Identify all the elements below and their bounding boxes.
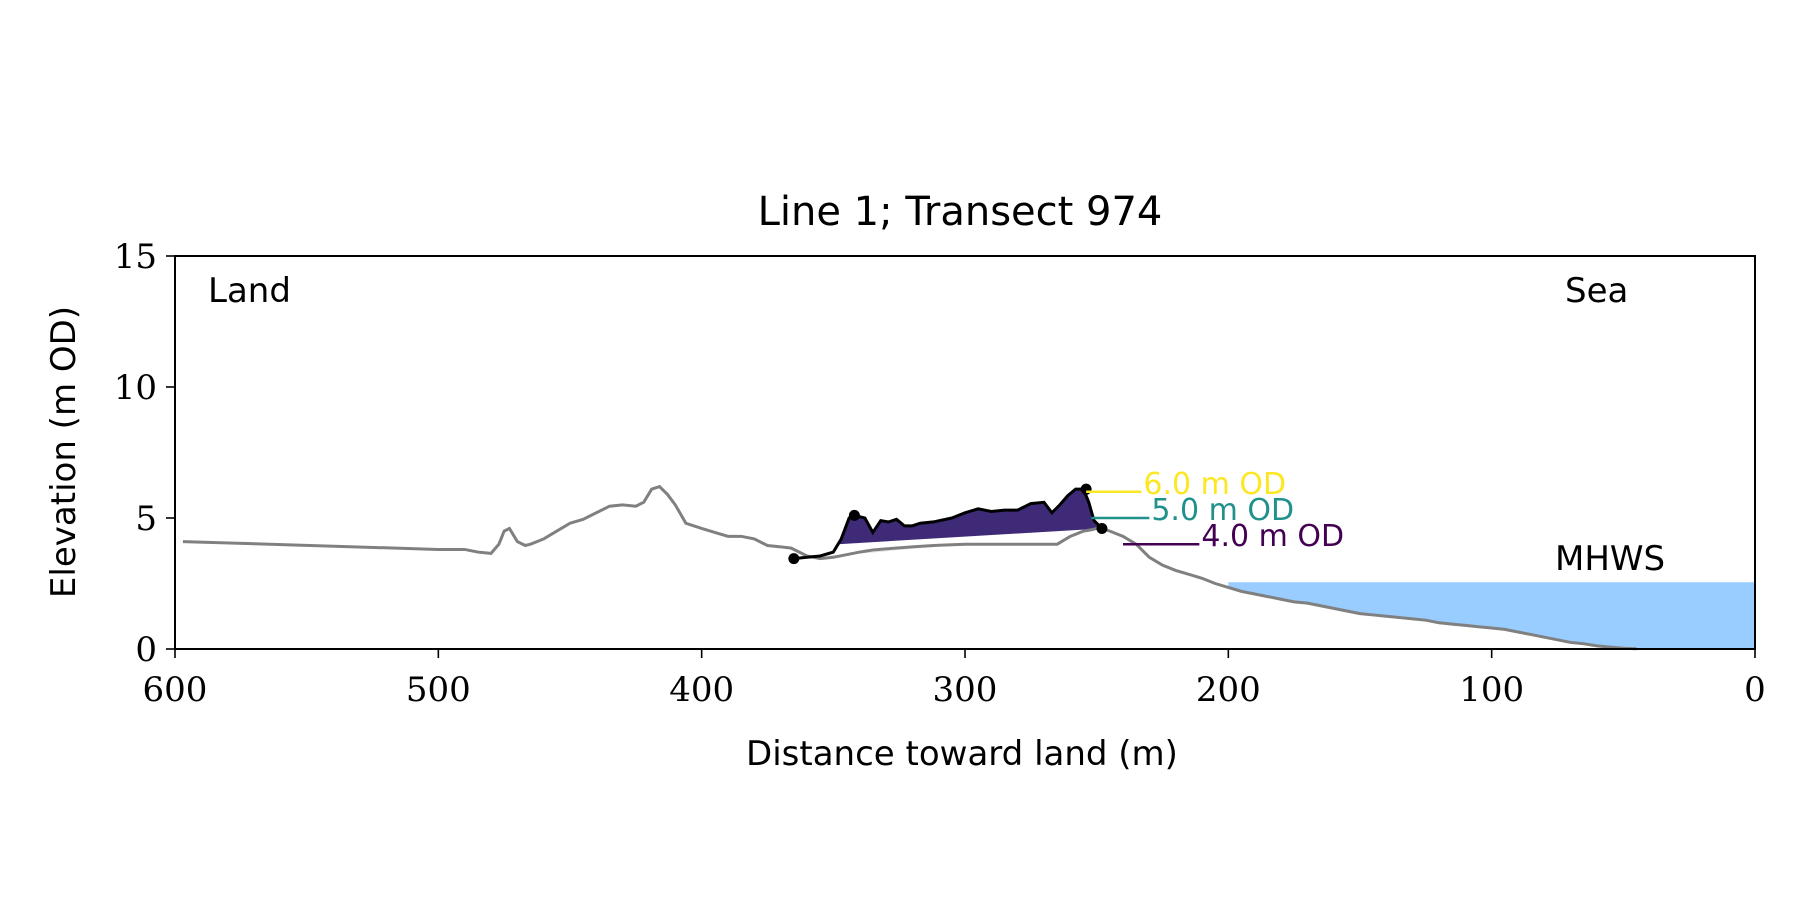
y-tick-label: 10 xyxy=(114,368,157,408)
x-tick-label: 300 xyxy=(933,670,998,710)
x-axis-ticks: 600 500 400 300 200 100 0 xyxy=(143,649,1766,710)
x-tick-label: 500 xyxy=(406,670,471,710)
level-5-label: 5.0 m OD xyxy=(1151,493,1294,528)
x-tick-label: 600 xyxy=(143,670,208,710)
y-tick-label: 0 xyxy=(135,630,157,670)
marker-layer xyxy=(788,483,1108,565)
y-axis-label: Elevation (m OD) xyxy=(44,306,84,598)
dune-marker-1 xyxy=(788,553,800,565)
dune-marker-2 xyxy=(848,509,860,521)
plot-area: 6.0 m OD5.0 m OD4.0 m OD xyxy=(182,467,1755,651)
threshold-level-layer: 6.0 m OD5.0 m OD4.0 m OD xyxy=(1086,467,1344,554)
y-axis-ticks: 0 5 10 15 xyxy=(114,237,175,670)
y-tick-label: 5 xyxy=(135,499,157,539)
line-layer xyxy=(182,484,1637,651)
elevation-profile-line xyxy=(182,484,1637,651)
fill-above-4 xyxy=(838,489,1102,545)
chart-title: Line 1; Transect 974 xyxy=(758,189,1163,235)
sea-annotation: Sea xyxy=(1565,271,1628,311)
mhws-label: MHWS xyxy=(1555,539,1665,579)
x-tick-label: 100 xyxy=(1459,670,1524,710)
y-tick-label: 15 xyxy=(114,237,157,277)
fill-layer xyxy=(793,489,1755,649)
dune-toe-fill xyxy=(793,544,965,559)
x-tick-label: 400 xyxy=(669,670,734,710)
land-annotation: Land xyxy=(208,271,291,311)
level-6-label: 6.0 m OD xyxy=(1143,467,1286,502)
mhws-water-area xyxy=(1228,582,1755,649)
x-tick-label: 0 xyxy=(1744,670,1766,710)
x-tick-label: 200 xyxy=(1196,670,1261,710)
level-4-label: 4.0 m OD xyxy=(1201,519,1344,554)
dune-marker-4 xyxy=(1096,522,1108,534)
x-axis-label: Distance toward land (m) xyxy=(746,734,1178,774)
